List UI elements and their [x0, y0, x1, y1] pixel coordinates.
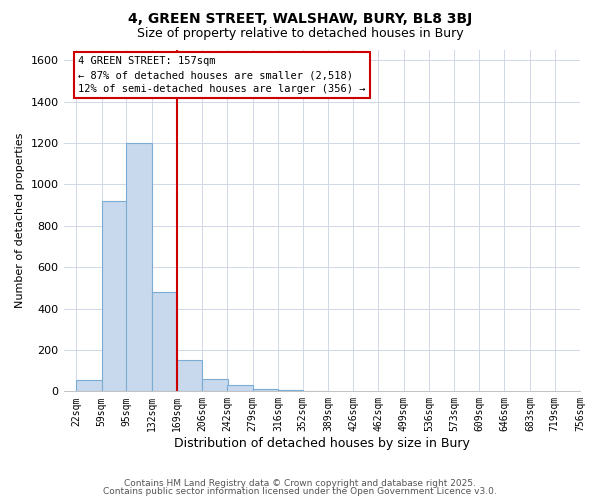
Text: Contains HM Land Registry data © Crown copyright and database right 2025.: Contains HM Land Registry data © Crown c… — [124, 478, 476, 488]
Text: Contains public sector information licensed under the Open Government Licence v3: Contains public sector information licen… — [103, 487, 497, 496]
Text: Size of property relative to detached houses in Bury: Size of property relative to detached ho… — [137, 28, 463, 40]
Bar — [253, 390, 278, 392]
Text: 4, GREEN STREET, WALSHAW, BURY, BL8 3BJ: 4, GREEN STREET, WALSHAW, BURY, BL8 3BJ — [128, 12, 472, 26]
Bar — [101, 201, 127, 392]
Bar — [152, 292, 177, 392]
Bar — [177, 360, 202, 392]
Bar — [227, 385, 253, 392]
Bar — [76, 380, 101, 392]
Bar — [202, 379, 228, 392]
Y-axis label: Number of detached properties: Number of detached properties — [15, 133, 25, 308]
Bar — [126, 143, 152, 392]
X-axis label: Distribution of detached houses by size in Bury: Distribution of detached houses by size … — [174, 437, 470, 450]
Bar — [278, 390, 304, 392]
Text: 4 GREEN STREET: 157sqm
← 87% of detached houses are smaller (2,518)
12% of semi-: 4 GREEN STREET: 157sqm ← 87% of detached… — [78, 56, 365, 94]
